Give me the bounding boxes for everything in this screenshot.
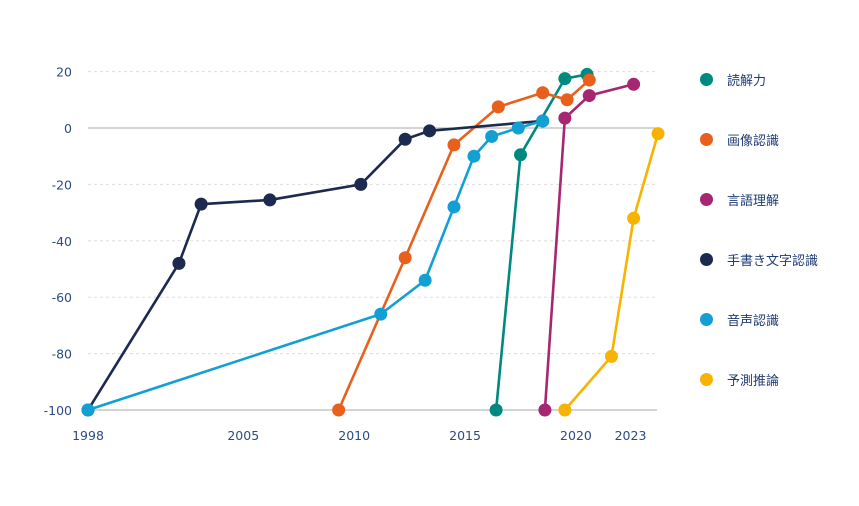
- series-lines: [81, 67, 665, 417]
- data-point: [447, 138, 461, 152]
- series-line: [563, 133, 660, 411]
- x-tick-label: 2005: [227, 428, 259, 443]
- legend-marker-icon: [700, 313, 713, 326]
- legend-label: 音声認識: [727, 314, 780, 329]
- data-point: [627, 211, 641, 225]
- x-tick-label: 2010: [338, 428, 370, 443]
- legend-label: 手書き文字認識: [727, 254, 819, 269]
- legend-label: 予測推論: [727, 374, 780, 389]
- legend-label: 言語理解: [727, 194, 780, 209]
- data-point: [418, 273, 432, 287]
- legend-item: 画像認識: [700, 130, 779, 149]
- data-point: [398, 132, 412, 146]
- data-point: [560, 93, 574, 107]
- data-point: [447, 200, 461, 214]
- data-point: [354, 177, 368, 191]
- legend-marker-icon: [700, 193, 713, 206]
- data-point: [582, 89, 596, 103]
- series-line: [337, 79, 591, 411]
- x-tick-label: 2015: [449, 428, 481, 443]
- data-point: [536, 114, 550, 128]
- legend-marker-icon: [700, 373, 713, 386]
- y-tick-label: -20: [52, 177, 72, 192]
- series-4: [81, 114, 550, 417]
- x-tick-label: 2020: [560, 428, 592, 443]
- data-point: [627, 77, 641, 91]
- x-axis: 1998 2005 2010 2015 2020 2023: [72, 428, 646, 443]
- y-tick-label: -80: [52, 347, 72, 362]
- series-line: [543, 83, 634, 411]
- legend-marker-icon: [700, 73, 713, 86]
- data-point: [651, 127, 665, 141]
- y-tick-label: 0: [64, 121, 72, 136]
- legend-item: 言語理解: [700, 190, 779, 209]
- data-point: [491, 100, 505, 114]
- x-tick-label: 2023: [615, 428, 647, 443]
- y-tick-label: -40: [52, 234, 72, 249]
- series-1: [332, 73, 596, 417]
- data-point: [423, 124, 437, 138]
- data-point: [558, 111, 572, 125]
- legend-marker-icon: [700, 253, 713, 266]
- data-point: [558, 403, 572, 417]
- legend-label: 読解力: [727, 74, 767, 89]
- data-point: [467, 149, 481, 163]
- data-point: [536, 86, 550, 100]
- legend-item: 音声認識: [700, 310, 779, 329]
- data-point: [582, 73, 596, 87]
- data-point: [263, 193, 277, 207]
- data-point: [514, 148, 528, 162]
- series-5: [558, 127, 665, 417]
- data-point: [558, 72, 572, 86]
- data-point: [538, 403, 552, 417]
- data-point: [332, 403, 346, 417]
- data-point: [172, 256, 186, 270]
- data-point: [374, 307, 388, 321]
- data-point: [398, 251, 412, 265]
- legend-marker-icon: [700, 133, 713, 146]
- x-tick-label: 1998: [72, 428, 104, 443]
- y-tick-label: 20: [56, 65, 72, 80]
- series-2: [538, 77, 641, 417]
- legend-item: 予測推論: [700, 370, 779, 389]
- gridlines: [88, 71, 657, 411]
- y-axis: 20 0 -20 -40 -60 -80 -100: [44, 65, 72, 418]
- data-point: [194, 197, 208, 211]
- data-point: [604, 349, 618, 363]
- data-point: [489, 403, 503, 417]
- data-point: [511, 121, 525, 135]
- legend-item: 手書き文字認識: [700, 250, 818, 269]
- series-line: [87, 119, 544, 412]
- series-line: [86, 119, 543, 411]
- data-point: [81, 403, 95, 417]
- legend-item: 読解力: [700, 70, 766, 89]
- legend-label: 画像認識: [727, 134, 780, 149]
- y-tick-label: -60: [52, 290, 72, 305]
- data-point: [485, 129, 499, 143]
- y-tick-label: -100: [44, 403, 72, 418]
